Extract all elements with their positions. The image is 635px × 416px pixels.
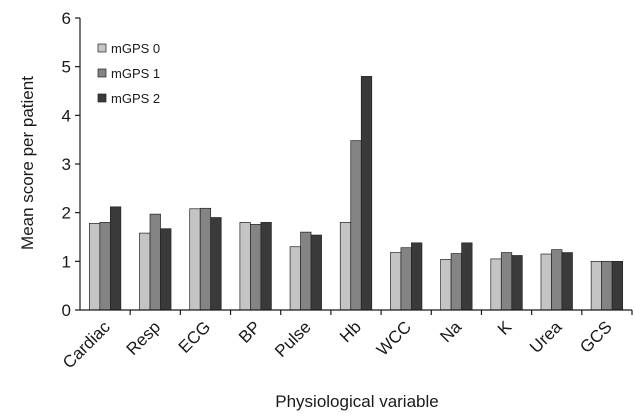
- bar-mgps-0-ecg: mGPS 0 ECG: 2.08: [189, 208, 201, 311]
- y-ticks: 0 1 2 3 4 5 6: [62, 9, 80, 320]
- bar-mgps-0-na: mGPS 0 Na: 1.04: [440, 259, 452, 311]
- bar-mgps-1-resp: mGPS 1 Resp: 1.97: [149, 213, 161, 311]
- x-tick-label-resp: Resp: [123, 317, 164, 358]
- legend-swatch-mgps-2: [97, 93, 107, 103]
- bar-mgps-2-cardiac: mGPS 2 Cardiac: 2.12: [109, 206, 122, 311]
- bar-mgps-1-hb: mGPS 1 Hb: 3.48: [350, 140, 362, 311]
- y-tick-label: 5: [62, 58, 71, 77]
- bar-mgps-2-urea: mGPS 2 Urea: 1.18: [561, 252, 573, 311]
- bar-mgps-2-hb: mGPS 2 Hb: 4.8: [360, 76, 373, 311]
- x-tick-label-pulse: Pulse: [271, 317, 315, 361]
- bar-mgps-0-urea: mGPS 0 Urea: 1.15: [540, 253, 552, 311]
- legend-label-mgps-0: mGPS 0: [111, 41, 160, 56]
- x-tick-label-urea: Urea: [526, 317, 566, 357]
- bar-mgps-1-cardiac: mGPS 1 Cardiac: 1.8: [99, 222, 111, 311]
- y-axis-title: Mean score per patient: [18, 76, 37, 250]
- bar-mgps-0-wcc: mGPS 0 WCC: 1.18: [390, 252, 402, 311]
- y-tick-label: 4: [62, 106, 71, 125]
- x-tick-label-gcs: GCS: [576, 317, 615, 356]
- bar-mgps-1-ecg: mGPS 1 ECG: 2.09: [199, 207, 212, 311]
- bar-mgps-1-urea: mGPS 1 Urea: 1.24: [551, 249, 563, 311]
- bar-mgps-0-pulse: mGPS 0 Pulse: 1.3: [289, 246, 301, 311]
- legend-label-mgps-1: mGPS 1: [111, 66, 160, 81]
- x-tick-label-ecg: ECG: [175, 317, 214, 356]
- bar-mgps-1-bp: mGPS 1 BP: 1.76: [250, 223, 262, 311]
- x-tick-label-na: Na: [436, 317, 465, 346]
- bar-mgps-0-bp: mGPS 0 BP: 1.8: [239, 222, 251, 311]
- x-tick-label-k: K: [494, 317, 516, 339]
- x-axis-title: Physiological variable: [275, 392, 438, 411]
- y-tick-label: 6: [62, 9, 71, 28]
- x-tick-label-cardiac: Cardiac: [59, 317, 114, 372]
- bar-mgps-1-na: mGPS 1 Na: 1.16: [450, 253, 462, 311]
- bar-mgps-2-na: mGPS 2 Na: 1.38: [461, 242, 473, 311]
- bar-mgps-2-bp: mGPS 2 BP: 1.8: [260, 222, 272, 311]
- bar-mgps-1-wcc: mGPS 1 WCC: 1.28: [400, 247, 412, 311]
- bar-mgps-0-cardiac: mGPS 0 Cardiac: 1.78: [88, 223, 101, 311]
- bars: mGPS 0 Cardiac: 1.78mGPS 1 Cardiac: 1.8m…: [88, 76, 624, 311]
- y-tick-label: 3: [62, 155, 71, 174]
- bar-mgps-1-k: mGPS 1 K: 1.18: [500, 252, 513, 311]
- legend-swatch-mgps-0: [97, 43, 107, 53]
- legend: mGPS 0 mGPS 1 mGPS 2: [97, 41, 160, 106]
- x-tick-label-wcc: WCC: [373, 317, 415, 359]
- legend-swatch-mgps-1: [97, 68, 107, 78]
- bar-mgps-0-gcs: mGPS 0 GCS: 1: [590, 260, 603, 311]
- bar-mgps-0-hb: mGPS 0 Hb: 1.8: [339, 222, 352, 311]
- bar-mgps-2-k: mGPS 2 K: 1.12: [511, 255, 523, 311]
- x-tick-label-hb: Hb: [336, 317, 365, 346]
- y-tick-label: 1: [62, 252, 71, 271]
- bar-mgps-2-gcs: mGPS 2 GCS: 1: [611, 260, 624, 311]
- bar-mgps-0-k: mGPS 0 K: 1.05: [490, 258, 502, 311]
- y-tick-label: 0: [62, 301, 71, 320]
- y-tick-label: 2: [62, 204, 71, 223]
- x-tick-label-bp: BP: [235, 317, 264, 346]
- bar-mgps-1-gcs: mGPS 1 GCS: 1: [601, 260, 613, 311]
- bar-mgps-1-pulse: mGPS 1 Pulse: 1.6: [300, 231, 312, 311]
- legend-label-mgps-2: mGPS 2: [111, 91, 160, 106]
- bar-mgps-2-pulse: mGPS 2 Pulse: 1.54: [310, 234, 322, 311]
- bar-mgps-0-resp: mGPS 0 Resp: 1.58: [139, 232, 151, 311]
- bar-mgps-2-ecg: mGPS 2 ECG: 1.9: [210, 217, 222, 311]
- x-ticks: Cardiac Resp ECG BP Pulse Hb WCC Na K Urea GCS: [59, 310, 633, 372]
- bar-mgps-2-wcc: mGPS 2 WCC: 1.38: [411, 242, 423, 311]
- bar-mgps-2-resp: mGPS 2 Resp: 1.67: [160, 228, 172, 311]
